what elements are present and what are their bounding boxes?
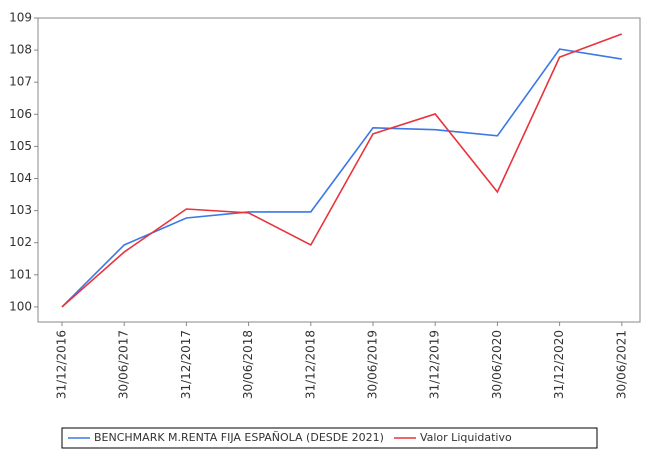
x-tick-label: 31/12/2018 — [303, 330, 317, 399]
x-tick-label: 30/06/2017 — [117, 330, 131, 399]
x-tick-label: 30/06/2021 — [614, 330, 628, 399]
y-tick-label: 101 — [9, 267, 32, 281]
plot-area — [37, 17, 641, 323]
legend-label: BENCHMARK M.RENTA FIJA ESPAÑOLA (DESDE 2… — [94, 431, 384, 444]
series-line — [61, 33, 623, 308]
x-tick-label: 30/06/2020 — [490, 330, 504, 399]
x-tick-label: 31/12/2016 — [55, 330, 69, 399]
y-tick-label: 106 — [9, 107, 32, 121]
y-tick-label: 105 — [9, 139, 32, 153]
y-tick-label: 103 — [9, 203, 32, 217]
y-tick-label: 108 — [9, 43, 32, 57]
y-tick-label: 104 — [9, 171, 32, 185]
x-tick-label: 30/06/2018 — [241, 330, 255, 399]
y-tick-label: 107 — [9, 75, 32, 89]
y-tick-label: 100 — [9, 299, 32, 313]
x-tick-label: 31/12/2020 — [552, 330, 566, 399]
y-tick-label: 102 — [9, 235, 32, 249]
legend-box — [61, 427, 598, 449]
x-tick-label: 30/06/2019 — [366, 330, 380, 399]
legend-label: Valor Liquidativo — [420, 431, 512, 444]
y-tick-label: 109 — [9, 11, 32, 25]
x-tick-label: 31/12/2017 — [179, 330, 193, 399]
x-tick-label: 31/12/2019 — [428, 330, 442, 399]
